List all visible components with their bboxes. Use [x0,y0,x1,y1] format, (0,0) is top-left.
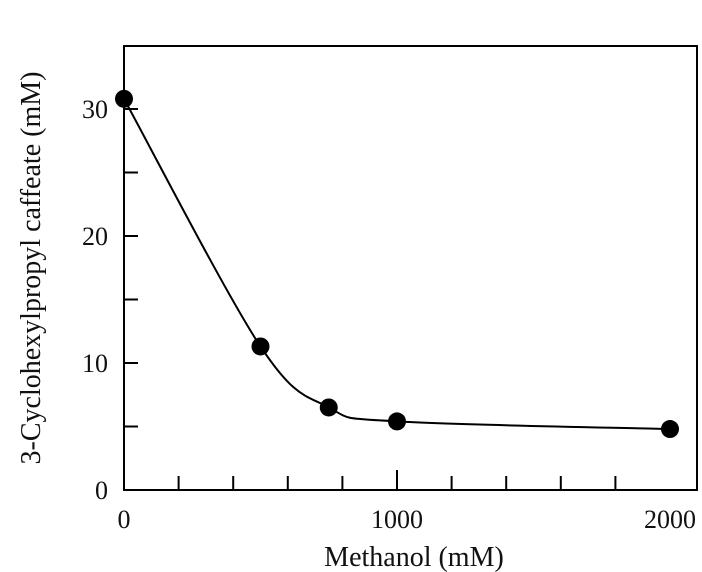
data-point [251,337,270,356]
data-point [388,412,406,431]
data-point [319,398,338,417]
tick-group [124,108,617,490]
x-tick-label: 0 [118,505,131,534]
fit-curve [123,98,671,431]
x-tick-label: 2000 [644,505,696,534]
data-point-group [115,89,679,439]
tick-label-group: 0 1000 2000 0 10 20 30 [82,95,696,534]
y-tick-label: 20 [82,222,108,251]
plot-frame [123,45,698,491]
y-tick-label: 0 [95,476,108,505]
data-point [661,420,679,439]
x-tick-label: 1000 [371,505,423,534]
y-axis-label: 3-Cyclohexylpropyl caffeate (mM) [16,72,47,465]
y-tick-label: 30 [82,95,108,124]
x-axis-label: Methanol (mM) [324,542,504,572]
data-point [115,89,133,108]
y-tick-label: 10 [82,349,108,378]
